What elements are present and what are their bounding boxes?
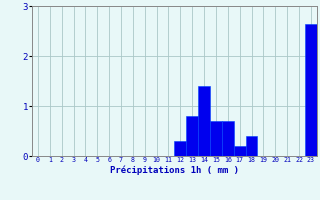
X-axis label: Précipitations 1h ( mm ): Précipitations 1h ( mm ): [110, 165, 239, 175]
Bar: [246, 136, 258, 156]
Bar: [222, 121, 234, 156]
Bar: [174, 141, 186, 156]
Bar: [186, 116, 198, 156]
Bar: [234, 146, 246, 156]
Bar: [210, 121, 222, 156]
Bar: [305, 23, 317, 156]
Bar: [198, 86, 210, 156]
